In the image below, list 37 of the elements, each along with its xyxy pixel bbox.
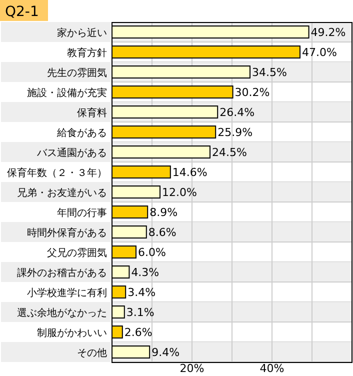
- y-tick-label: 保育料: [77, 107, 107, 119]
- y-tick-label: 給食がある: [56, 127, 107, 139]
- y-tick-label: 時間外保育がある: [27, 227, 107, 239]
- data-label: 2.6%: [124, 326, 152, 339]
- data-label: 47.0%: [302, 46, 337, 59]
- y-tick-label: 父兄の雰囲気: [47, 247, 107, 259]
- data-label: 6.0%: [138, 246, 166, 259]
- data-label: 25.9%: [218, 126, 253, 139]
- y-tick-label: 小学校進学に有利: [27, 287, 107, 299]
- data-label: 12.0%: [162, 186, 197, 199]
- chart-title: Q2-1: [5, 4, 39, 20]
- y-tick-label: バス通園がある: [36, 147, 107, 159]
- y-tick-label: 保育年数（２・３年）: [7, 167, 107, 179]
- y-tick-label: 施設・設備が充実: [27, 87, 107, 99]
- data-label: 9.4%: [152, 346, 180, 359]
- y-tick-label: 兄弟・お友達がいる: [17, 187, 107, 199]
- data-label: 14.6%: [172, 166, 208, 179]
- data-label: 30.2%: [234, 86, 270, 99]
- y-tick-label: 制服がかわいい: [37, 327, 107, 339]
- y-tick-label: 選ぶ余地がなかった: [17, 307, 107, 319]
- x-tick-label: 40%: [260, 362, 284, 375]
- data-label: 3.4%: [128, 286, 156, 299]
- y-tick-label: 家から近い: [57, 27, 107, 39]
- data-label: 8.9%: [150, 206, 178, 219]
- y-tick-label: 年間の行事: [57, 207, 107, 219]
- data-label: 24.5%: [212, 146, 247, 159]
- data-label: 34.5%: [252, 66, 287, 79]
- y-tick-label: その他: [77, 347, 107, 359]
- y-tick-label: 先生の雰囲気: [47, 67, 107, 79]
- y-tick-label: 課外のお稽古がある: [17, 267, 107, 279]
- data-label: 3.1%: [126, 306, 154, 319]
- x-tick-label: 20%: [180, 362, 204, 375]
- data-label: 26.4%: [220, 106, 255, 119]
- data-label: 49.2%: [310, 26, 346, 39]
- y-tick-label: 教育方針: [67, 47, 107, 59]
- data-label: 4.3%: [131, 266, 160, 279]
- data-label: 8.6%: [148, 226, 176, 239]
